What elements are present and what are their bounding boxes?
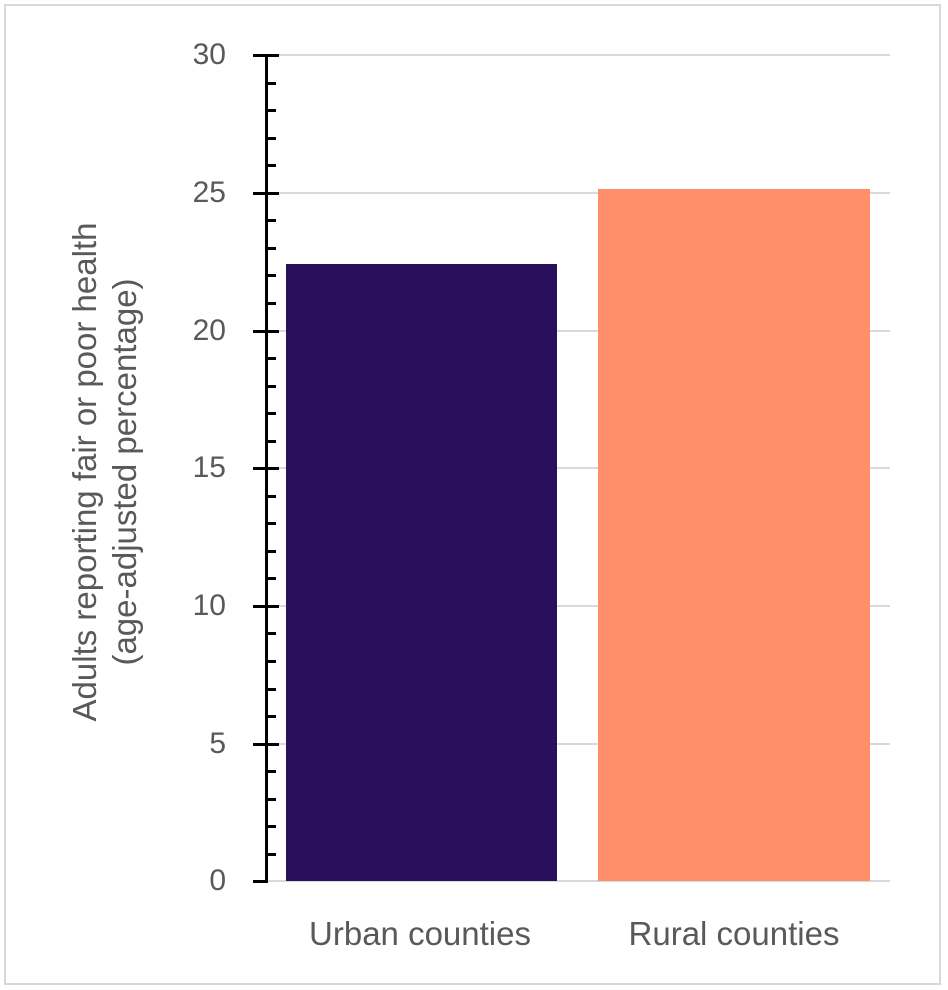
major-tick-25 — [253, 192, 279, 195]
minor-tick — [266, 109, 276, 112]
minor-tick — [266, 164, 276, 167]
minor-tick — [266, 440, 276, 443]
ytick-label-30: 30 — [192, 38, 226, 71]
xtick-label-urban: Urban counties — [309, 915, 531, 952]
y-axis-title-line-2: (age-adjusted percentage) — [106, 278, 143, 666]
y-axis-title: Adults reporting fair or poor health (ag… — [65, 92, 165, 852]
minor-tick — [266, 715, 276, 718]
bar-urban-counties — [286, 264, 557, 881]
minor-tick — [266, 495, 276, 498]
minor-tick — [266, 137, 276, 140]
major-tick-30 — [253, 54, 279, 57]
gridline-15 — [268, 467, 890, 469]
minor-tick — [266, 302, 276, 305]
minor-tick — [266, 219, 276, 222]
minor-tick — [266, 660, 276, 663]
major-tick-0 — [253, 880, 268, 883]
minor-tick — [266, 82, 276, 85]
gridline-5 — [268, 743, 890, 745]
minor-tick — [266, 274, 276, 277]
minor-tick — [266, 385, 276, 388]
major-tick-5 — [253, 743, 279, 746]
minor-tick — [266, 247, 276, 250]
minor-tick — [266, 798, 276, 801]
gridline-10 — [268, 605, 890, 607]
ytick-label-10: 10 — [192, 589, 226, 622]
xtick-label-rural: Rural counties — [628, 915, 840, 952]
minor-tick — [266, 688, 276, 691]
bar-rural-counties — [598, 189, 870, 881]
major-tick-15 — [253, 467, 279, 470]
gridline-0 — [268, 880, 890, 882]
minor-tick — [266, 770, 276, 773]
ytick-label-25: 25 — [192, 176, 226, 209]
minor-tick — [266, 522, 276, 525]
major-tick-10 — [253, 605, 279, 608]
minor-tick — [266, 632, 276, 635]
minor-tick — [266, 853, 276, 856]
ytick-label-15: 15 — [192, 451, 226, 484]
y-axis-title-line-1: Adults reporting fair or poor health — [66, 222, 103, 722]
minor-tick — [266, 412, 276, 415]
minor-tick — [266, 357, 276, 360]
major-tick-20 — [253, 330, 279, 333]
minor-tick — [266, 550, 276, 553]
minor-tick — [266, 577, 276, 580]
ytick-label-20: 20 — [192, 314, 226, 347]
gridline-25 — [268, 192, 890, 194]
gridline-20 — [268, 330, 890, 332]
ytick-label-0: 0 — [209, 864, 226, 897]
minor-tick — [266, 825, 276, 828]
gridline-30 — [268, 54, 890, 56]
ytick-label-5: 5 — [209, 727, 226, 760]
